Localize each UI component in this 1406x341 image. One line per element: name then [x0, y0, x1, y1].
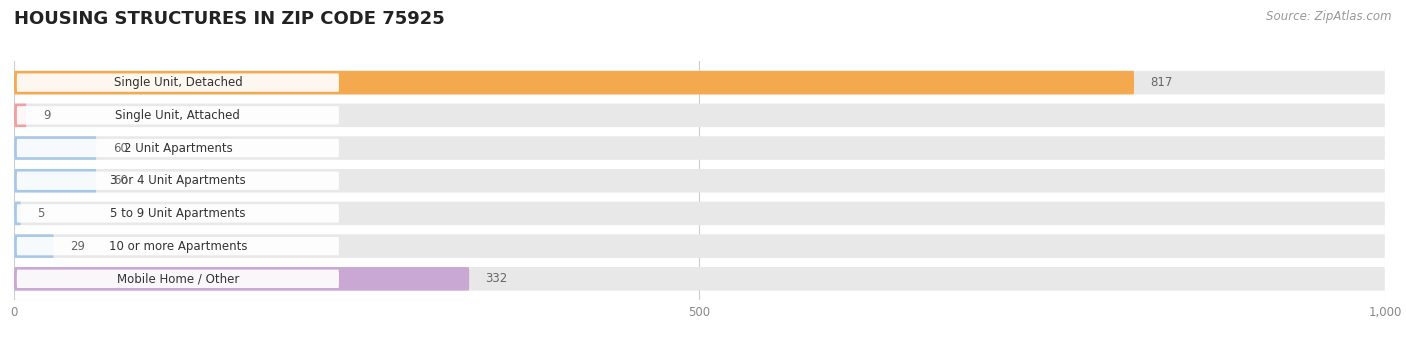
FancyBboxPatch shape [17, 172, 339, 190]
FancyBboxPatch shape [14, 234, 1385, 258]
FancyBboxPatch shape [14, 169, 1385, 193]
FancyBboxPatch shape [14, 104, 1385, 127]
Text: Single Unit, Attached: Single Unit, Attached [115, 109, 240, 122]
FancyBboxPatch shape [14, 202, 1385, 225]
Text: 3 or 4 Unit Apartments: 3 or 4 Unit Apartments [110, 174, 246, 187]
Text: 332: 332 [485, 272, 508, 285]
FancyBboxPatch shape [14, 136, 96, 160]
FancyBboxPatch shape [14, 71, 1135, 94]
FancyBboxPatch shape [14, 234, 53, 258]
Text: 29: 29 [70, 240, 86, 253]
FancyBboxPatch shape [14, 104, 27, 127]
FancyBboxPatch shape [17, 106, 339, 124]
Text: 60: 60 [112, 174, 128, 187]
Text: 60: 60 [112, 142, 128, 154]
FancyBboxPatch shape [17, 270, 339, 288]
Text: 817: 817 [1150, 76, 1173, 89]
Text: Mobile Home / Other: Mobile Home / Other [117, 272, 239, 285]
FancyBboxPatch shape [14, 267, 470, 291]
FancyBboxPatch shape [14, 136, 1385, 160]
Text: 5: 5 [38, 207, 45, 220]
FancyBboxPatch shape [17, 139, 339, 157]
FancyBboxPatch shape [17, 204, 339, 223]
Text: 9: 9 [42, 109, 51, 122]
Text: 5 to 9 Unit Apartments: 5 to 9 Unit Apartments [110, 207, 246, 220]
Text: 10 or more Apartments: 10 or more Apartments [108, 240, 247, 253]
Text: Single Unit, Detached: Single Unit, Detached [114, 76, 242, 89]
Text: 2 Unit Apartments: 2 Unit Apartments [124, 142, 232, 154]
FancyBboxPatch shape [14, 169, 96, 193]
FancyBboxPatch shape [14, 71, 1385, 94]
Text: HOUSING STRUCTURES IN ZIP CODE 75925: HOUSING STRUCTURES IN ZIP CODE 75925 [14, 10, 444, 28]
FancyBboxPatch shape [17, 237, 339, 255]
FancyBboxPatch shape [14, 267, 1385, 291]
FancyBboxPatch shape [14, 202, 21, 225]
FancyBboxPatch shape [17, 73, 339, 92]
Text: Source: ZipAtlas.com: Source: ZipAtlas.com [1267, 10, 1392, 23]
